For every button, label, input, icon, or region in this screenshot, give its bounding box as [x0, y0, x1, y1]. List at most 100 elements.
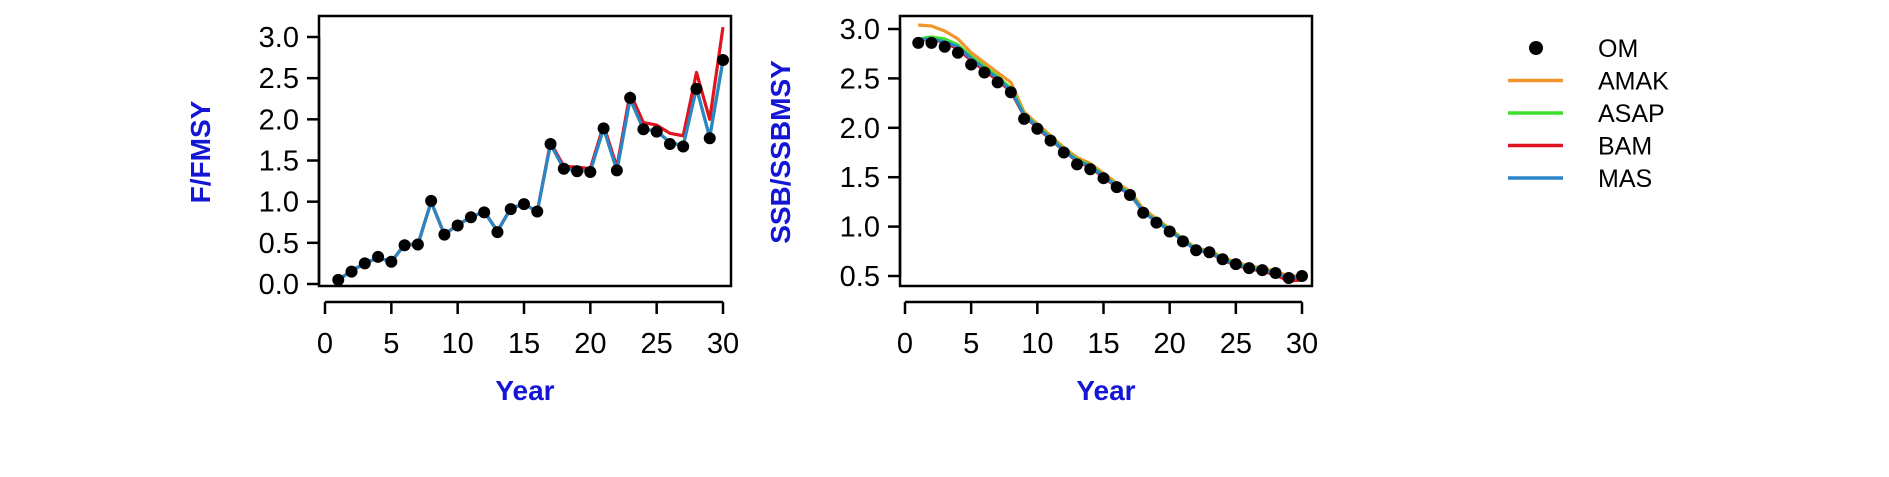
ssb-series-mas: [918, 37, 1303, 280]
fmsy-x-tick-label: 20: [574, 328, 606, 360]
fmsy-om-point: [571, 165, 584, 178]
fmsy-om-point: [717, 54, 729, 67]
legend-label: BAM: [1598, 133, 1652, 161]
legend-label: OM: [1598, 35, 1638, 63]
ssb-om-point: [1004, 86, 1017, 99]
fmsy-xlabel: Year: [495, 375, 554, 406]
fmsy-series-asap: [337, 59, 725, 282]
ssb-om-point: [1229, 258, 1242, 271]
fmsy-om-point: [610, 164, 623, 177]
ssb-om-point: [1282, 271, 1295, 284]
ssb-om-point: [1176, 235, 1189, 248]
ssb-om-point: [978, 66, 991, 79]
ssb-om-point: [991, 76, 1004, 89]
fmsy-plot-frame: [317, 14, 733, 288]
legend-item-om: OM: [1529, 35, 1638, 63]
fmsy-x-tick-label: 15: [508, 328, 540, 360]
fmsy-x-tick-label: 0: [317, 328, 333, 360]
fmsy-om-point: [663, 138, 676, 151]
ssb-y-tick-label: 2.5: [840, 63, 880, 95]
ssb-x-tick-label: 25: [1220, 328, 1252, 360]
ssb-y-tick-label: 1.5: [840, 162, 880, 194]
fmsy-om-point: [677, 140, 690, 153]
fmsy-y-tick-label: 2.0: [259, 104, 299, 136]
ssb-x-tick-label: 10: [1021, 328, 1053, 360]
fmsy-om-point: [637, 123, 650, 136]
fmsy-om-point: [504, 203, 517, 216]
ssb-om-point: [1137, 206, 1150, 219]
ssb-x-tick-label: 15: [1087, 328, 1119, 360]
fmsy-x-tick-label: 5: [383, 328, 399, 360]
legend-label: AMAK: [1598, 68, 1669, 96]
ssb-om-point: [1123, 188, 1136, 201]
ssb-om-point: [1031, 122, 1044, 135]
fmsy-om-point: [385, 255, 398, 268]
ssb-om-point: [1269, 267, 1282, 280]
legend-item-amak: AMAK: [1508, 68, 1669, 96]
fmsy-panel: Year F/FMSY 0 5 10 15 20 25 30 0.0 0.5 1.0 1.5 2.0 2…: [185, 14, 739, 406]
ssb-om-point: [1097, 172, 1110, 185]
ssb-x-tick-label: 5: [963, 328, 979, 360]
ssb-om-point: [1163, 225, 1176, 238]
ssb-om-point: [951, 46, 964, 59]
fmsy-y-tick-label: 0.5: [259, 228, 299, 260]
ssb-om-point: [1203, 246, 1216, 259]
ssb-om-point: [1071, 158, 1084, 171]
ssb-om-point: [1084, 163, 1097, 176]
fmsy-om-point: [624, 91, 637, 104]
fmsy-om-point: [531, 205, 544, 218]
ssb-om-point: [912, 36, 925, 49]
fmsy-x-tick-label: 30: [707, 328, 739, 360]
fmsy-om-point: [438, 228, 451, 241]
ssb-om-point: [1296, 270, 1308, 282]
ssb-om-point: [1018, 112, 1031, 125]
legend-item-asap: ASAP: [1508, 100, 1665, 128]
ssb-om-point: [965, 58, 978, 71]
legend-item-bam: BAM: [1508, 133, 1652, 161]
ssb-om-point: [1243, 262, 1256, 275]
legend-item-mas: MAS: [1508, 165, 1652, 193]
fmsy-series-amak: [337, 59, 725, 282]
fmsy-y-tick-label: 1.5: [259, 146, 299, 178]
fmsy-om-point: [557, 162, 570, 175]
fmsy-om-point: [398, 239, 411, 252]
ssb-y-tick-label: 2.0: [840, 113, 880, 145]
ssb-xlabel: Year: [1076, 375, 1135, 406]
ssb-om-point: [1057, 146, 1070, 159]
ssb-series-asap: [917, 35, 1303, 281]
fmsy-x-tick-label: 10: [442, 328, 474, 360]
fmsy-om-point: [597, 122, 610, 135]
ssb-om-point: [1190, 244, 1203, 257]
ssb-ylabel: SSB/SSBMSY: [765, 60, 796, 244]
ssb-y-tick-label: 1.0: [840, 212, 880, 244]
fmsy-om-point: [345, 265, 358, 278]
ssb-panel: Year SSB/SSBMSY 0 5 10 15 20 25 30 0.5 1.0 1.5 2.0…: [765, 14, 1318, 406]
ssb-x-tick-label: 0: [897, 328, 913, 360]
fmsy-om-point: [464, 211, 477, 224]
legend-label: MAS: [1598, 165, 1652, 193]
fmsy-om-point: [584, 166, 597, 179]
fmsy-om-point: [411, 238, 424, 251]
ssb-om-point: [1110, 181, 1123, 194]
fmsy-series-mas: [337, 59, 725, 282]
ssb-om-point: [1216, 253, 1229, 266]
fmsy-om-point: [518, 198, 530, 211]
legend-point-marker: [1529, 41, 1543, 55]
fmsy-om-point: [650, 125, 663, 138]
fmsy-x-tick-label: 25: [641, 328, 673, 360]
ssb-y-tick-label: 3.0: [840, 14, 880, 46]
ssb-y-tick-label: 0.5: [840, 261, 880, 293]
legend-label: ASAP: [1598, 100, 1665, 128]
fmsy-om-point: [703, 132, 716, 145]
fmsy-ylabel: F/FMSY: [185, 100, 216, 203]
ssb-om-point: [1256, 264, 1269, 277]
fmsy-series-bam: [337, 26, 725, 282]
fmsy-y-tick-label: 2.5: [259, 63, 299, 95]
ssb-series-bam: [917, 37, 1303, 283]
ssb-om-point: [938, 40, 951, 53]
fmsy-om-point: [425, 194, 438, 207]
fmsy-y-tick-label: 1.0: [259, 187, 299, 219]
ssb-om-point: [925, 36, 938, 49]
ssb-x-tick-label: 30: [1286, 328, 1318, 360]
